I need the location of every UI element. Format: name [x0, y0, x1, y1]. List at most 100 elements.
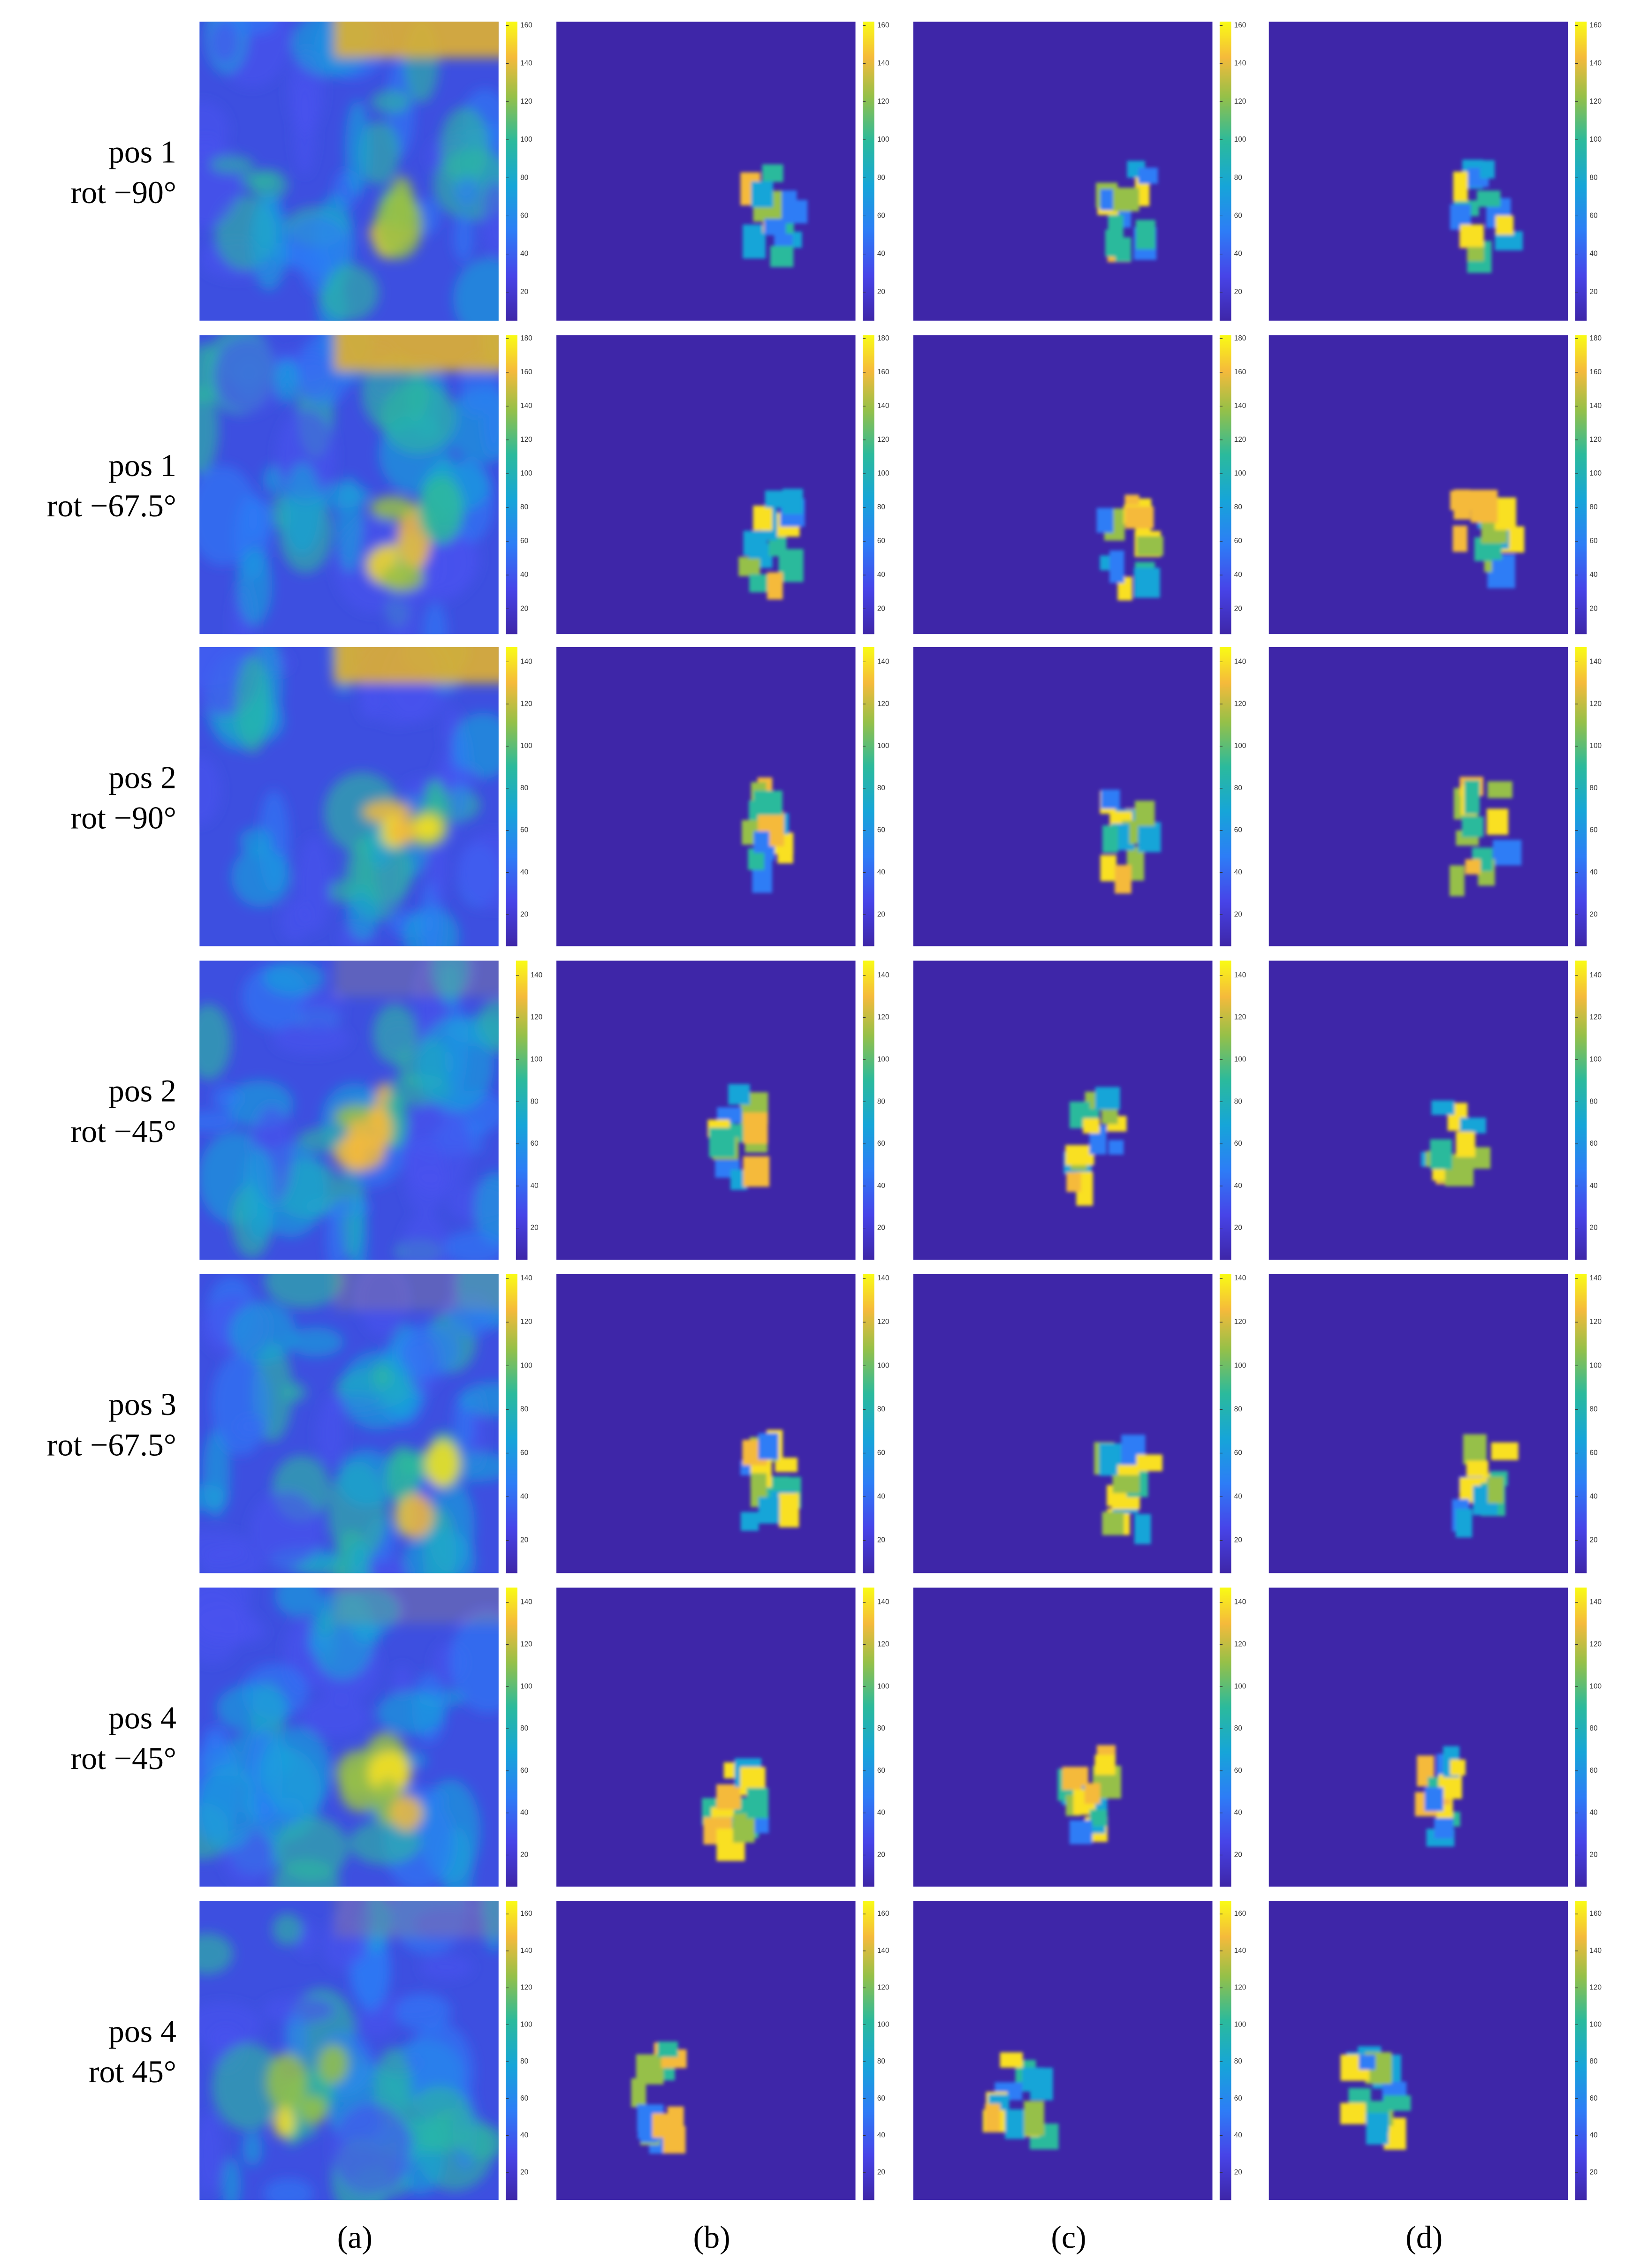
- heat-cell: [1487, 781, 1512, 798]
- colorbar-tick-label: 60: [1234, 1767, 1242, 1775]
- colorbar-tick-label: 60: [1234, 212, 1242, 220]
- heat-cell: [1065, 1145, 1094, 1165]
- row-label-rot: rot −45°: [71, 1114, 176, 1149]
- heat-patch: [263, 2178, 314, 2200]
- heatmap: [913, 1274, 1213, 1573]
- colorbar-tick-label: 40: [1589, 571, 1597, 579]
- heatmap: [1268, 1274, 1568, 1573]
- heatmap: [199, 1588, 499, 1887]
- heat-patch: [349, 1542, 371, 1573]
- heat-cell: [1452, 525, 1467, 552]
- heatmap-blob: [1100, 789, 1161, 894]
- heat-patch: [274, 1816, 349, 1881]
- colorbar-tick-label: 60: [877, 1449, 885, 1457]
- colorbar-tick-label: 40: [877, 1493, 885, 1501]
- colorbar-tick-label: 160: [1234, 368, 1246, 376]
- panel: 20 40 60 80 100 120 140: [913, 647, 1246, 946]
- heat-cell: [753, 790, 782, 815]
- heatmap-bg: [556, 1901, 856, 2200]
- colorbar-tick-label: 60: [520, 826, 528, 834]
- heat-cell: [709, 1127, 735, 1157]
- heat-cell: [1134, 567, 1160, 598]
- heat-cell: [1094, 1754, 1116, 1775]
- heat-patch: [444, 1230, 499, 1260]
- row-label-pos: pos 1: [108, 448, 176, 483]
- colorbar-tick-label: 20: [520, 2168, 528, 2176]
- panel: 20 40 60 80 100 120 140: [1268, 1588, 1602, 1887]
- heatmap-blob: [738, 489, 805, 600]
- colorbar-tick-label: 160: [877, 21, 889, 29]
- heatmap-bg: [913, 1901, 1213, 2200]
- heat-patch: [316, 1402, 345, 1465]
- colorbar-tick-label: 140: [1589, 1947, 1602, 1955]
- heat-patch: [210, 155, 254, 174]
- colorbar-tick-label: 100: [1234, 742, 1246, 750]
- heat-patch: [349, 1191, 367, 1260]
- heat-cell: [749, 574, 770, 592]
- heat-cell: [728, 1084, 750, 1105]
- panel: 20 40 60 80 100 120 140 160 180: [199, 334, 532, 635]
- heat-patch: [263, 960, 325, 996]
- colorbar-tick-label: 140: [877, 1947, 889, 1955]
- colorbar-tick-label: 100: [520, 1682, 532, 1690]
- heat-cell: [1460, 224, 1484, 247]
- colorbar-tick-label: 140: [877, 1274, 889, 1282]
- colorbar: [1575, 647, 1587, 946]
- heat-patch: [199, 385, 219, 474]
- colorbar-tick-label: 100: [1589, 1682, 1602, 1690]
- colorbar-tick-label: 20: [1589, 910, 1597, 918]
- colorbar-tick-label: 40: [520, 2132, 528, 2139]
- panel: 20 40 60 80 100 120 140: [556, 1274, 889, 1573]
- heat-cell: [1487, 809, 1509, 835]
- heat-patch: [199, 2114, 223, 2193]
- colorbar-tick-label: 80: [520, 503, 528, 511]
- colorbar-tick-label: 120: [1234, 436, 1246, 444]
- colorbar-tick-label: 80: [1234, 1405, 1242, 1413]
- heat-cell: [1488, 1476, 1504, 1504]
- colorbar-tick-label: 140: [1234, 402, 1246, 410]
- heat-cell: [743, 1156, 770, 1187]
- colorbar-tick-label: 100: [877, 1682, 889, 1690]
- heatmap-blob: [1096, 160, 1158, 262]
- heatmap-blob: [983, 2052, 1059, 2150]
- colorbar-tick-label: 40: [1589, 1809, 1597, 1817]
- colorbar-tick-label: 60: [1589, 1140, 1597, 1148]
- colorbar-tick-label: 20: [520, 910, 528, 918]
- colorbar-tick-label: 120: [877, 1013, 889, 1021]
- colorbar-tick-label: 120: [520, 1640, 532, 1648]
- heatmap-bg: [913, 1588, 1213, 1887]
- heat-cell: [657, 2041, 678, 2057]
- colorbar-tick-label: 20: [1234, 2168, 1242, 2176]
- heatmap-bg: [556, 1274, 856, 1573]
- colorbar-tick-label: 100: [531, 1055, 543, 1063]
- colorbar-tick-label: 40: [877, 571, 885, 579]
- panel: 20 40 60 80 100 120 140: [199, 1588, 532, 1887]
- colorbar-tick-label: 40: [877, 868, 885, 876]
- row-label-pos: pos 2: [108, 760, 176, 795]
- heat-patch: [298, 992, 343, 1029]
- colorbar-tick-label: 100: [877, 742, 889, 750]
- heat-top: [334, 960, 499, 997]
- colorbar-tick-label: 20: [1589, 1851, 1597, 1859]
- colorbar-tick-label: 80: [877, 1405, 885, 1413]
- column-label: (c): [1051, 2220, 1086, 2255]
- heat-cell: [1492, 559, 1508, 584]
- heatmap-bg: [556, 647, 856, 946]
- heat-patch: [457, 832, 499, 909]
- colorbar: [863, 1588, 874, 1887]
- colorbar-tick-label: 20: [520, 1851, 528, 1859]
- panel: 20 40 60 80 100 120 140: [556, 647, 889, 946]
- heat-cell: [1493, 839, 1522, 866]
- heat-hot: [368, 1750, 411, 1795]
- heat-cell: [1102, 1512, 1124, 1535]
- heat-cell: [743, 530, 767, 556]
- heatmap: [556, 1588, 856, 1887]
- colorbar-tick-label: 100: [877, 136, 889, 144]
- heat-cell: [746, 1788, 769, 1819]
- heat-patch: [248, 498, 273, 543]
- heatmap-blob: [707, 1084, 770, 1190]
- colorbar-tick-label: 100: [520, 2020, 532, 2028]
- colorbar-tick-label: 20: [1234, 288, 1242, 296]
- heat-patch: [199, 1933, 233, 1974]
- panel: 20 40 60 80 100 120 140 160: [556, 1901, 889, 2200]
